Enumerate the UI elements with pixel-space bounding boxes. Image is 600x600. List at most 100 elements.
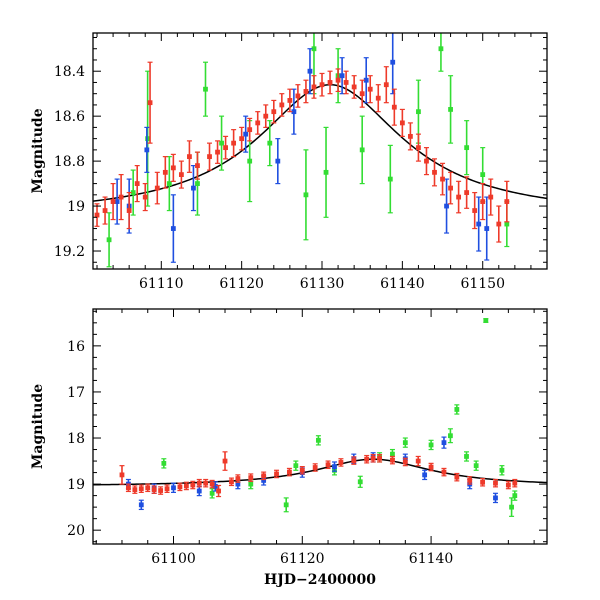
red-point: [239, 136, 245, 142]
red-point: [338, 460, 344, 465]
red-point: [216, 488, 221, 494]
red-point: [248, 475, 254, 481]
top-panel: 61110 61120 61130 61140 61150 18.4 18.6 18.8 19 1…: [30, 32, 548, 292]
blue-point: [261, 478, 267, 483]
green-point: [293, 463, 299, 469]
blue-point: [441, 440, 447, 446]
green-point: [483, 318, 489, 323]
red-point: [164, 486, 170, 492]
blue-point: [476, 221, 482, 227]
red-point: [142, 194, 148, 200]
red-point: [391, 104, 397, 110]
x-tick-label: 61110: [139, 276, 184, 292]
green-point: [448, 433, 453, 439]
red-point: [448, 185, 453, 191]
red-point: [488, 194, 494, 200]
green-point: [387, 176, 393, 182]
y-tick-label: 18.4: [54, 64, 85, 80]
model-curve: [93, 83, 547, 202]
red-series: [94, 61, 510, 243]
y-tick-label: 18.6: [54, 109, 85, 125]
red-point: [428, 464, 434, 470]
blue-point: [484, 226, 490, 231]
blue-point: [339, 73, 345, 79]
y-tick-label: 18: [67, 431, 85, 447]
green-point: [166, 181, 172, 186]
plot-frame: [92, 308, 548, 545]
red-point: [335, 77, 341, 83]
red-point: [440, 176, 445, 182]
red-point: [370, 455, 376, 461]
red-point: [456, 194, 462, 200]
blue-point: [171, 485, 176, 491]
x-tick-label: 61100: [151, 551, 196, 567]
green-point: [402, 440, 408, 446]
green-point: [438, 46, 444, 52]
green-point: [512, 493, 518, 499]
red-point: [119, 472, 125, 478]
plot-area: [93, 318, 547, 517]
red-point: [367, 86, 373, 92]
red-point: [416, 145, 421, 151]
green-series: [161, 318, 518, 517]
red-point: [231, 140, 237, 146]
blue-series: [114, 33, 490, 263]
red-point: [415, 458, 421, 464]
y-axis-label: Magnitude: [30, 108, 46, 193]
green-point: [161, 460, 167, 466]
green-point: [464, 454, 469, 459]
green-point: [357, 479, 363, 485]
green-point: [283, 502, 289, 508]
red-point: [223, 145, 228, 151]
red-point: [134, 181, 140, 186]
red-point: [464, 190, 470, 195]
red-point: [132, 487, 138, 493]
red-point: [295, 93, 301, 99]
red-point: [118, 194, 124, 200]
green-point: [499, 467, 505, 473]
red-point: [319, 82, 325, 88]
green-series: [106, 33, 510, 268]
red-point: [311, 84, 317, 90]
green-point: [473, 463, 479, 469]
green-point: [303, 192, 309, 198]
red-point: [504, 199, 510, 204]
green-point: [315, 437, 321, 443]
red-point: [390, 457, 395, 463]
green-point: [416, 109, 421, 115]
blue-point: [235, 481, 241, 487]
green-point: [106, 237, 112, 243]
blue-point: [170, 226, 176, 231]
blue-point: [138, 502, 144, 508]
red-point: [274, 471, 279, 477]
red-point: [480, 199, 486, 204]
red-point: [235, 476, 241, 481]
red-point: [215, 149, 220, 155]
y-tick-label: 19.2: [54, 244, 85, 260]
red-point: [154, 185, 160, 191]
green-point: [311, 46, 317, 52]
red-point: [299, 467, 305, 473]
green-point: [359, 147, 365, 153]
red-point: [512, 480, 518, 486]
red-point: [162, 169, 168, 175]
red-point: [343, 80, 349, 85]
red-point: [170, 165, 176, 171]
red-point: [177, 484, 183, 490]
green-point: [428, 442, 434, 448]
green-point: [145, 136, 151, 142]
red-point: [432, 169, 437, 175]
blue-point: [114, 199, 120, 204]
y-axis-label: Magnitude: [30, 384, 46, 469]
y-tick-label: 19: [67, 477, 85, 493]
red-point: [271, 109, 277, 115]
blue-point: [390, 59, 396, 65]
red-point: [402, 459, 408, 465]
red-point: [126, 208, 132, 213]
green-point: [448, 107, 453, 112]
red-point: [187, 154, 192, 160]
green-point: [247, 158, 253, 164]
red-point: [209, 481, 215, 487]
x-tick-label: 61120: [280, 551, 325, 567]
